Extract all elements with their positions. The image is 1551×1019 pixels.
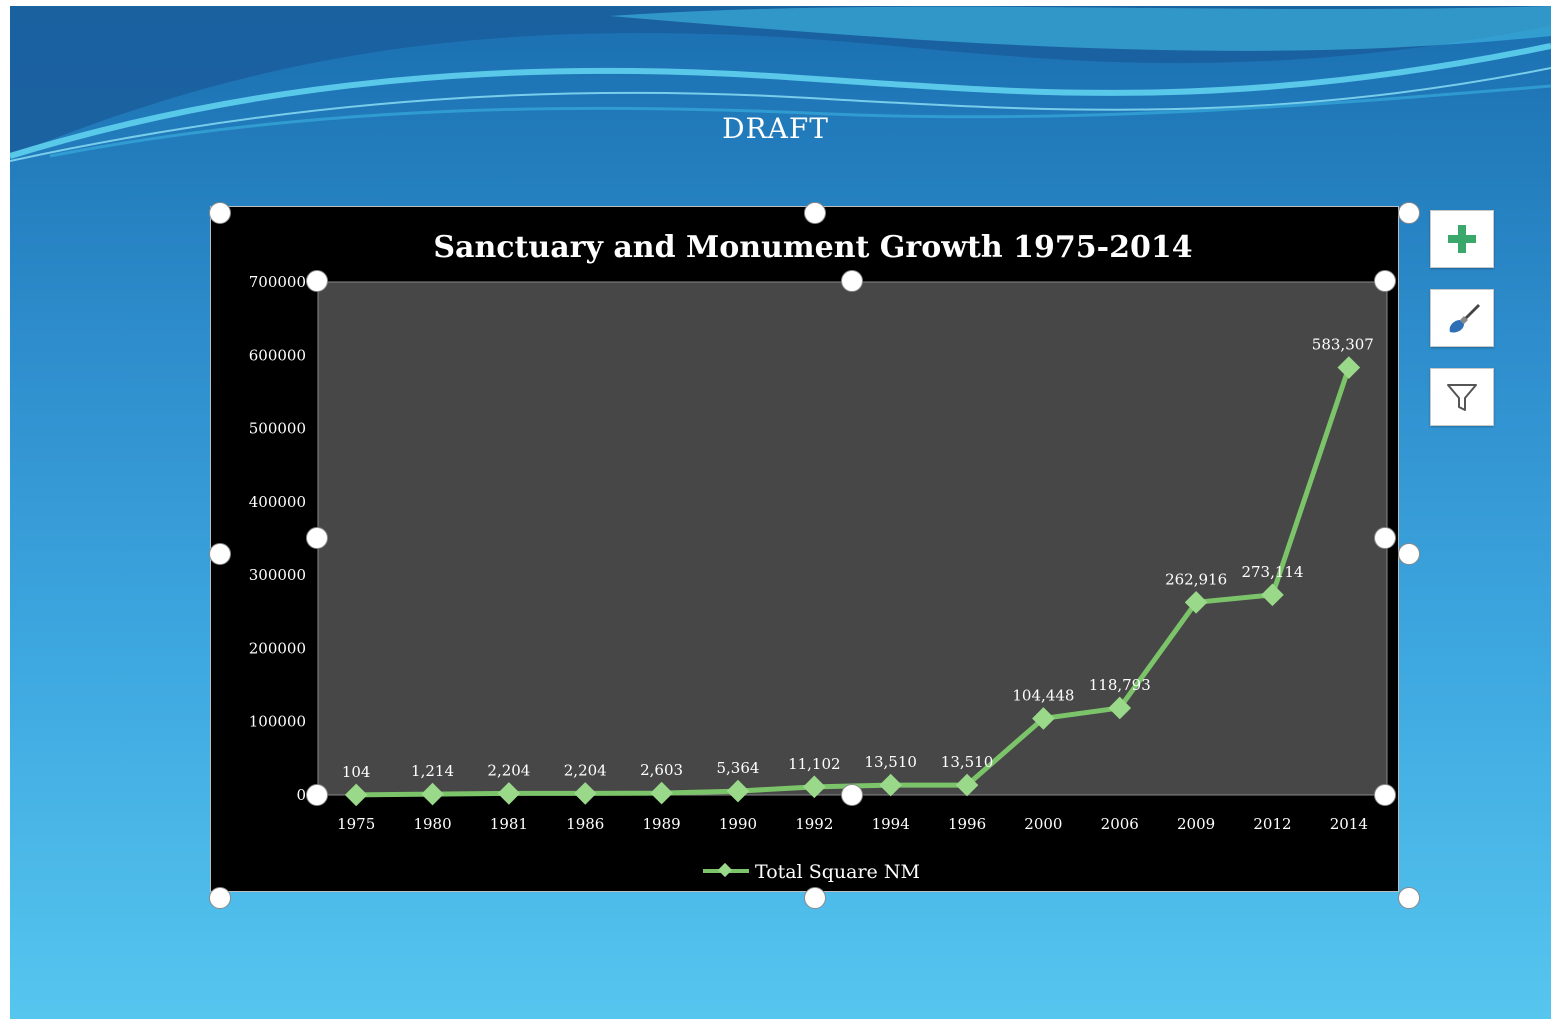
resize-handle-right[interactable] — [1398, 543, 1420, 565]
data-labels: 104 1,214 2,204 2,204 2,603 5,364 11,102 13,510… — [342, 336, 1374, 781]
chart-styles-button[interactable] — [1430, 289, 1494, 347]
y-tick-label: 400000 — [249, 493, 306, 511]
data-label: 5,364 — [716, 759, 759, 777]
resize-handle-left[interactable] — [209, 543, 231, 565]
resize-handle-top-right[interactable] — [1398, 202, 1420, 224]
data-label: 11,102 — [788, 755, 841, 773]
line-chart: Sanctuary and Monument Growth 1975-2014 … — [249, 230, 1388, 883]
data-point-marker[interactable] — [344, 783, 368, 807]
x-tick-label: 1992 — [795, 815, 833, 833]
paintbrush-icon — [1449, 304, 1480, 333]
draft-watermark: DRAFT — [722, 112, 829, 145]
data-point-marker[interactable] — [1032, 707, 1055, 730]
legend[interactable]: Total Square NM — [703, 861, 920, 883]
data-label: 13,510 — [941, 753, 994, 771]
wave-decoration — [10, 6, 1551, 162]
plot-handle-top-right[interactable] — [1374, 270, 1396, 292]
resize-handle-bottom-right[interactable] — [1398, 887, 1420, 909]
x-tick-label: 1996 — [948, 815, 986, 833]
plot-handle-left[interactable] — [306, 527, 328, 549]
data-point-marker[interactable] — [1108, 696, 1132, 720]
y-tick-label: 300000 — [249, 566, 306, 584]
x-axis: 1975 1980 1981 1986 1989 1990 1992 1994 1996 2000… — [337, 815, 1368, 833]
data-point-marker[interactable] — [726, 779, 750, 803]
y-axis: 0 100000 200000 300000 400000 500000 600000 700… — [249, 273, 306, 804]
data-label: 2,204 — [487, 761, 530, 779]
data-label: 583,307 — [1312, 336, 1374, 354]
data-label: 118,793 — [1089, 676, 1151, 694]
data-point-marker[interactable] — [1184, 591, 1208, 614]
data-point-marker[interactable] — [1261, 583, 1284, 607]
x-tick-label: 1975 — [337, 815, 375, 833]
plot-handle-top[interactable] — [841, 270, 863, 292]
legend-marker-swatch — [717, 862, 733, 878]
resize-handle-bottom-left[interactable] — [209, 887, 231, 909]
filter-icon — [1447, 384, 1477, 411]
x-tick-label: 1986 — [566, 815, 604, 833]
x-tick-label: 2014 — [1330, 815, 1368, 833]
plot-area[interactable] — [317, 281, 1388, 796]
data-point-marker[interactable] — [497, 782, 521, 805]
x-tick-label: 1990 — [719, 815, 757, 833]
data-point-marker[interactable] — [955, 773, 979, 797]
data-label: 13,510 — [864, 753, 917, 771]
data-label: 1,214 — [411, 762, 454, 780]
x-tick-label: 2006 — [1101, 815, 1139, 833]
plus-icon — [1448, 225, 1476, 253]
x-tick-label: 1981 — [490, 815, 528, 833]
legend-label: Total Square NM — [755, 861, 920, 883]
y-tick-label: 100000 — [249, 713, 306, 731]
chart-filters-button[interactable] — [1430, 368, 1494, 426]
resize-handle-top-left[interactable] — [209, 202, 231, 224]
data-point-marker[interactable] — [421, 782, 444, 806]
chart-title[interactable]: Sanctuary and Monument Growth 1975-2014 — [433, 230, 1192, 265]
x-tick-label: 2000 — [1024, 815, 1062, 833]
data-point-marker[interactable] — [879, 773, 902, 797]
x-tick-label: 2012 — [1253, 815, 1291, 833]
plot-handle-bottom-right[interactable] — [1374, 784, 1396, 806]
x-tick-label: 2009 — [1177, 815, 1215, 833]
plot-handle-top-left[interactable] — [306, 270, 328, 292]
y-tick-label: 700000 — [249, 273, 306, 291]
data-label: 2,603 — [640, 761, 683, 779]
x-tick-label: 1994 — [872, 815, 910, 833]
y-tick-label: 200000 — [249, 639, 306, 657]
y-tick-label: 0 — [296, 786, 306, 804]
data-point-marker[interactable] — [573, 782, 597, 805]
plot-handle-right[interactable] — [1374, 527, 1396, 549]
data-label: 104 — [342, 763, 371, 781]
y-tick-label: 500000 — [249, 420, 306, 438]
x-tick-label: 1989 — [643, 815, 681, 833]
data-label: 104,448 — [1012, 686, 1074, 704]
data-point-marker[interactable] — [803, 775, 826, 799]
x-tick-label: 1980 — [413, 815, 451, 833]
resize-handle-top[interactable] — [804, 202, 826, 224]
chart-object[interactable]: Sanctuary and Monument Growth 1975-2014 … — [210, 206, 1399, 892]
resize-handle-bottom[interactable] — [804, 887, 826, 909]
plot-handle-bottom-left[interactable] — [306, 784, 328, 806]
data-label: 2,204 — [564, 761, 607, 779]
data-point-marker[interactable] — [1337, 356, 1361, 379]
data-label: 262,916 — [1165, 570, 1227, 588]
data-point-marker[interactable] — [650, 781, 673, 805]
data-label: 273,114 — [1241, 563, 1303, 581]
chart-elements-button[interactable] — [1430, 210, 1494, 268]
plot-handle-bottom[interactable] — [841, 784, 863, 806]
y-tick-label: 600000 — [249, 346, 306, 364]
